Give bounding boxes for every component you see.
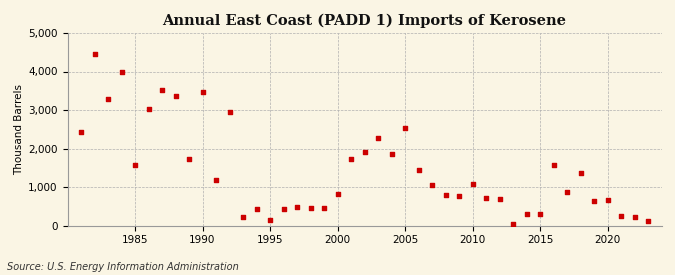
Point [251,207,262,211]
Point [130,163,140,167]
Point [197,89,208,94]
Point [602,197,613,202]
Point [292,204,302,209]
Point [346,157,356,161]
Point [211,177,221,182]
Point [494,197,505,202]
Point [643,219,653,224]
Point [170,94,181,98]
Point [103,97,113,101]
Y-axis label: Thousand Barrels: Thousand Barrels [14,84,24,175]
Point [332,192,343,196]
Point [467,181,478,186]
Point [265,218,275,222]
Point [157,88,167,92]
Point [305,206,316,210]
Point [589,199,599,203]
Point [413,168,424,173]
Point [89,52,100,56]
Point [427,183,437,187]
Point [184,156,194,161]
Point [359,150,370,155]
Point [508,221,518,226]
Point [238,215,248,220]
Point [535,211,545,216]
Point [386,152,397,156]
Point [616,214,626,218]
Point [400,125,410,130]
Point [319,206,329,210]
Title: Annual East Coast (PADD 1) Imports of Kerosene: Annual East Coast (PADD 1) Imports of Ke… [163,13,566,28]
Point [143,107,154,111]
Point [562,190,572,194]
Point [629,215,640,219]
Point [481,196,491,200]
Point [76,130,86,134]
Point [224,109,235,114]
Point [548,163,559,167]
Point [278,206,289,211]
Point [440,193,451,197]
Point [521,211,532,216]
Point [116,70,127,75]
Text: Source: U.S. Energy Information Administration: Source: U.S. Energy Information Administ… [7,262,238,272]
Point [454,194,464,198]
Point [575,171,586,175]
Point [373,136,383,140]
